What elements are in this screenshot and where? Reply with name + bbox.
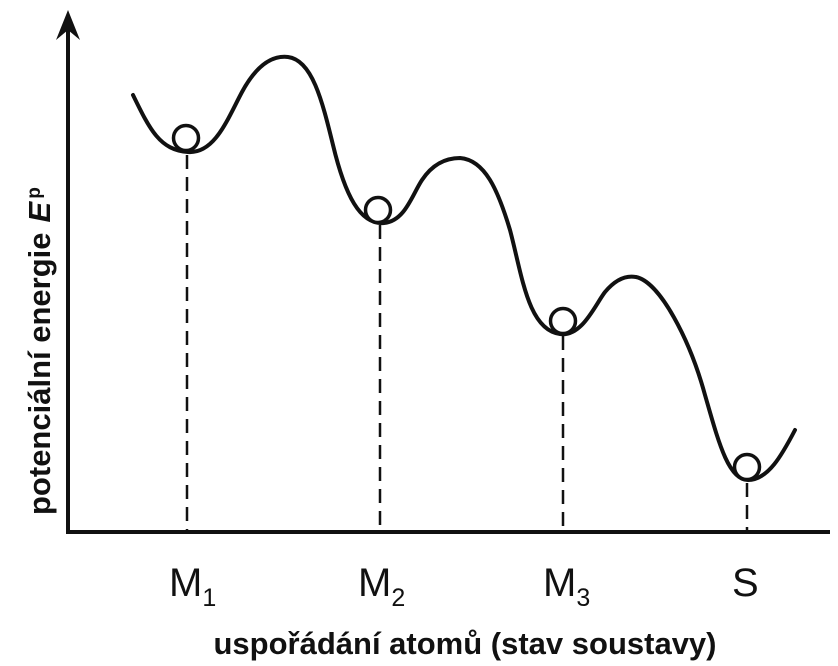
- ball-s: [732, 452, 762, 482]
- ball-m3: [548, 306, 578, 336]
- y-axis-label-text: potenciální energie: [22, 232, 57, 515]
- y-axis-symbol-sub: p: [24, 187, 45, 199]
- x-axis-label: uspořádání atomů (stav soustavy): [213, 626, 716, 661]
- y-axis-label: potenciální energie Ep: [22, 187, 57, 515]
- state-label-m3: M3: [543, 561, 590, 612]
- y-axis-arrowhead: [56, 10, 80, 40]
- ball-m1: [171, 123, 201, 153]
- state-label-s: S: [732, 561, 759, 605]
- state-label-m2: M2: [358, 561, 405, 612]
- ball-m2: [363, 195, 393, 225]
- energy-curve: [131, 54, 797, 483]
- state-label-m1: M1: [169, 561, 216, 612]
- y-axis-symbol: E: [22, 200, 57, 222]
